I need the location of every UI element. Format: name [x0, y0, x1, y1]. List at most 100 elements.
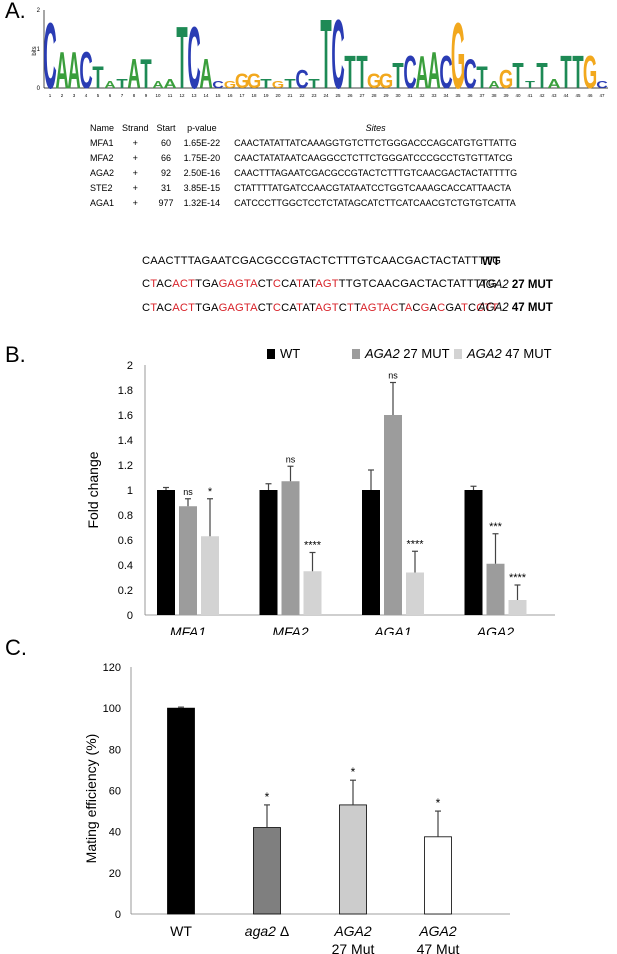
logo-letter: C	[403, 46, 416, 99]
logo-position-label: 31	[407, 93, 413, 98]
bar	[303, 571, 322, 615]
table-header-row: Name Strand Start p-value Sites	[86, 120, 521, 135]
base: C	[257, 278, 266, 290]
base: A	[217, 255, 225, 267]
site-p-value: 1.32E-14	[183, 197, 221, 208]
base: T	[350, 255, 358, 267]
logo-position-label: 7	[121, 93, 124, 98]
base: G	[290, 255, 299, 267]
logo-letter: T	[392, 56, 404, 96]
x-category-sublabel: 27 Mut	[332, 941, 375, 954]
base: C	[142, 302, 151, 314]
mutated-base: A	[227, 302, 236, 314]
mutated-base: T	[296, 302, 303, 314]
logo-position-label: 21	[287, 93, 293, 98]
site-start: 60	[161, 137, 172, 148]
logo-position-label: 14	[203, 93, 209, 98]
y-axis-label: Fold change	[85, 451, 101, 528]
logo-letter: G	[235, 70, 249, 93]
mutated-base: C	[476, 302, 485, 314]
significance-label: *	[351, 765, 356, 779]
logo-position-label: 10	[155, 93, 161, 98]
logo-letter: C	[79, 43, 92, 100]
y-tick-label: 0.2	[118, 585, 133, 597]
logo-letter-minor: A	[488, 79, 500, 91]
logo-y-axis-label: bits	[32, 46, 38, 55]
mating-efficiency-chart: 0 20 40 60 80 100 120 Mating efficiency (%) WT * a…	[83, 662, 510, 954]
site-start: 92	[161, 167, 172, 178]
bar	[339, 804, 367, 915]
logo-position-label: 45	[575, 93, 581, 98]
y-tick-label: 80	[109, 744, 121, 756]
base: T	[353, 302, 361, 314]
base: A	[302, 302, 310, 314]
mutated-base: T	[491, 302, 499, 314]
logo-letter: A	[415, 46, 428, 99]
logo-letter: A	[199, 51, 212, 98]
mutated-base: T	[150, 278, 157, 290]
site-name: MFA1	[90, 137, 114, 148]
base: G	[492, 255, 502, 267]
logo-letter: C	[43, 5, 56, 105]
mutated-base: T	[243, 302, 251, 314]
base: C	[396, 255, 405, 267]
logo-position-label: 41	[527, 93, 533, 98]
base: A	[193, 255, 202, 267]
base: C	[273, 255, 282, 267]
base: T	[320, 255, 328, 267]
logo-position-label: 19	[263, 93, 269, 98]
base: T	[195, 302, 203, 314]
base: G	[264, 255, 274, 267]
mutated-base: A	[172, 278, 180, 290]
significance-label: ns	[388, 371, 398, 381]
base: A	[156, 302, 165, 314]
table-row: MFA1 +60 1.65E-22 CAACTATATTATCAAAGGTGTCTTC…	[86, 135, 521, 150]
y-tick-label: 20	[109, 868, 121, 880]
mutated-base: C	[390, 302, 399, 314]
logo-letter: G	[367, 70, 381, 93]
base: G	[487, 278, 497, 290]
site-name: AGA1	[90, 197, 115, 208]
logo-position-label: 37	[479, 93, 485, 98]
mut47-suffix-label: 47 MUT	[511, 302, 553, 314]
site-sequence: CTATTTTATGATCCAACGTATAATCCTGGTCAAAGCACCA…	[234, 182, 512, 193]
logo-letter: G	[379, 70, 393, 93]
logo-letter-minor: A	[104, 79, 116, 91]
logo-letter: A	[127, 51, 140, 98]
base: C	[281, 278, 290, 290]
y-tick-label: 0.6	[118, 535, 133, 547]
base: A	[305, 255, 313, 267]
logo-position-label: 44	[563, 93, 569, 98]
base: G	[357, 255, 366, 267]
logo-position-label: 15	[215, 93, 221, 98]
y-tick-label: 1	[127, 485, 133, 497]
x-category-label: MFA1	[170, 624, 206, 635]
base: A	[302, 278, 310, 290]
site-strand: +	[132, 182, 138, 193]
significance-label: *	[208, 486, 213, 498]
site-sequence: CAACTTTAGAATCGACGCCGTACTCTTTGTCAACGACTAC…	[234, 167, 518, 178]
y-tick-label: 120	[103, 662, 121, 674]
site-sequence: CAACTATATAATCAAGGCCTCTTCTGGGATCCCGCCTGTG…	[234, 152, 513, 163]
logo-letter-minor: G	[272, 79, 284, 91]
x-category-label: AGA2	[418, 923, 457, 939]
base: A	[376, 278, 385, 290]
mutated-base: C	[272, 278, 282, 290]
bar	[424, 836, 452, 915]
significance-label: ****	[304, 540, 322, 552]
y-tick-label: 2	[127, 360, 133, 372]
logo-letter: T	[560, 46, 571, 99]
site-sequence: CAACTATATTATCAAAGGTGTCTTCTGGGACCCAGCATGT…	[234, 137, 517, 148]
mutated-base: C	[272, 302, 282, 314]
y-tick-label: 40	[109, 827, 121, 839]
significance-label: ns	[183, 487, 193, 497]
base: C	[256, 255, 265, 267]
base: C	[368, 278, 377, 290]
base: T	[180, 255, 188, 267]
logo-letter: A	[55, 43, 68, 100]
logo-position-label: 43	[551, 93, 557, 98]
base: T	[345, 278, 353, 290]
base: T	[265, 302, 273, 314]
base: T	[464, 255, 472, 267]
logo-position-label: 38	[491, 93, 497, 98]
